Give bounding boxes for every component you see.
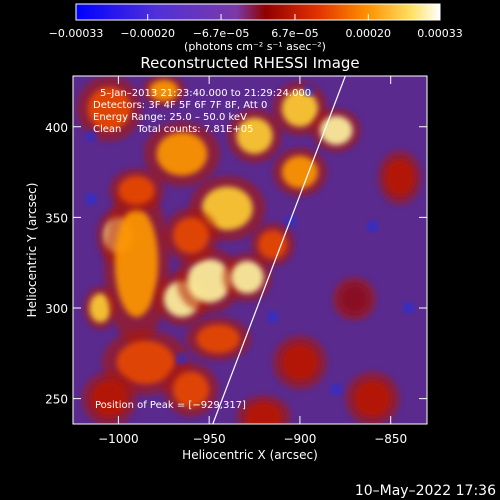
heatmap-blob: [114, 208, 159, 318]
heatmap-blob: [187, 259, 231, 303]
x-tick-label: −900: [283, 432, 316, 446]
heatmap-blob: [236, 117, 273, 154]
y-tick-label: 350: [45, 211, 68, 225]
chart-title: Reconstructed RHESSI Image: [140, 54, 359, 72]
heatmap-blob: [281, 90, 319, 127]
heatmap-blob: [116, 340, 175, 385]
footer-date: 10–May–2022 17:36: [355, 483, 496, 499]
heatmap-blob: [281, 344, 319, 381]
heatmap-low-speckle: [86, 130, 97, 141]
heatmap-low-speckle: [304, 85, 314, 96]
heatmap-low-speckle: [331, 384, 342, 395]
heatmap-low-speckle: [403, 303, 414, 313]
colorbar-tick-label: 6.7e−05: [271, 27, 318, 40]
heatmap-blob: [258, 230, 288, 260]
heatmap-blob: [201, 186, 253, 231]
heatmap-blob: [319, 115, 353, 145]
heatmap-blob: [172, 217, 210, 254]
heatmap-low-speckle: [285, 216, 296, 226]
x-tick-label: −1000: [98, 432, 139, 446]
heatmap-blob: [89, 293, 112, 323]
x-tick-label: −850: [374, 432, 407, 446]
colorbar-tick-label: −6.7e−05: [193, 27, 250, 40]
heatmap-blob: [118, 175, 155, 205]
annotation-clean: Clean Total counts: 7.81E+05: [93, 124, 253, 135]
plot-frame: [72, 75, 428, 425]
colorbar-unit-label: (photons cm⁻² s⁻¹ asec⁻²): [184, 40, 326, 53]
heatmap-blob: [339, 284, 369, 314]
y-tick-label: 300: [45, 302, 68, 316]
y-tick-label: 250: [45, 393, 68, 407]
annotation-time-range: 5–Jan–2013 21:23:40.000 to 21:29:24.000: [100, 88, 311, 99]
heatmap-blob: [354, 380, 391, 417]
heatmap-blob: [172, 371, 210, 408]
annotation-energy: Energy Range: 25.0 – 50.0 keV: [93, 112, 247, 123]
heatmap-blob: [156, 132, 208, 176]
heatmap-image: [76, 76, 422, 424]
colorbar: [75, 3, 441, 21]
heatmap-low-speckle: [267, 312, 278, 323]
solar-limb-line: [212, 75, 346, 425]
heatmap-blob: [91, 380, 128, 417]
heatmap-blob: [385, 159, 415, 196]
heatmap-blob: [149, 79, 179, 102]
y-axis-label: Heliocentric Y (arcsec): [25, 183, 39, 318]
x-axis-label: Heliocentric X (arcsec): [182, 448, 318, 462]
heatmap-blob: [245, 402, 282, 424]
colorbar-tick-label: 0.00020: [346, 27, 392, 40]
axis-ticks: −1000 −950 −900 −850 250 300 350 400: [45, 76, 427, 446]
heatmap-blob: [87, 86, 132, 131]
annotation-detectors: Detectors: 3F 4F 5F 6F 7F 8F, Att 0: [93, 100, 267, 111]
heatmap-blob: [196, 324, 241, 354]
heatmap-low-speckle: [86, 194, 97, 205]
annotation-peak-position: Position of Peak = [−929,317]: [95, 400, 246, 411]
x-tick-label: −950: [193, 432, 226, 446]
heatmap-blob: [230, 260, 264, 294]
colorbar-tick-label: 0.00033: [417, 27, 463, 40]
colorbar-tick-label: −0.00033: [49, 27, 104, 40]
heatmap-blob: [281, 155, 319, 189]
colorbar-ticks: −0.00033 −0.00020 −6.7e−05 6.7e−05 0.00020 0.…: [49, 14, 463, 40]
heatmap-low-speckle: [367, 221, 378, 232]
heatmap-low-speckle: [176, 353, 187, 364]
y-tick-label: 400: [45, 121, 68, 135]
colorbar-tick-label: −0.00020: [120, 27, 175, 40]
